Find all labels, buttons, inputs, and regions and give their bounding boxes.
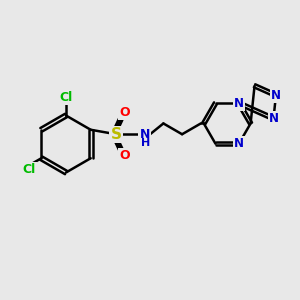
- Text: Cl: Cl: [22, 164, 35, 176]
- Text: N: N: [271, 89, 281, 102]
- Text: N: N: [234, 137, 244, 150]
- Text: O: O: [119, 149, 130, 162]
- Text: N: N: [140, 128, 150, 141]
- Text: N: N: [268, 112, 278, 125]
- Text: Cl: Cl: [59, 91, 73, 104]
- Text: N: N: [234, 97, 244, 110]
- Text: O: O: [119, 106, 130, 119]
- Text: H: H: [141, 138, 150, 148]
- Text: S: S: [111, 127, 122, 142]
